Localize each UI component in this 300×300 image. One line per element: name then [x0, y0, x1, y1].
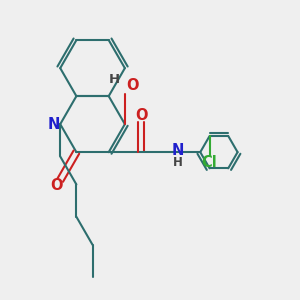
Text: O: O [126, 78, 138, 93]
Text: N: N [48, 117, 60, 132]
Text: H: H [173, 156, 183, 169]
Text: N: N [172, 143, 184, 158]
Text: O: O [50, 178, 63, 193]
Text: O: O [135, 108, 147, 123]
Text: H: H [109, 74, 120, 86]
Text: Cl: Cl [202, 155, 218, 170]
